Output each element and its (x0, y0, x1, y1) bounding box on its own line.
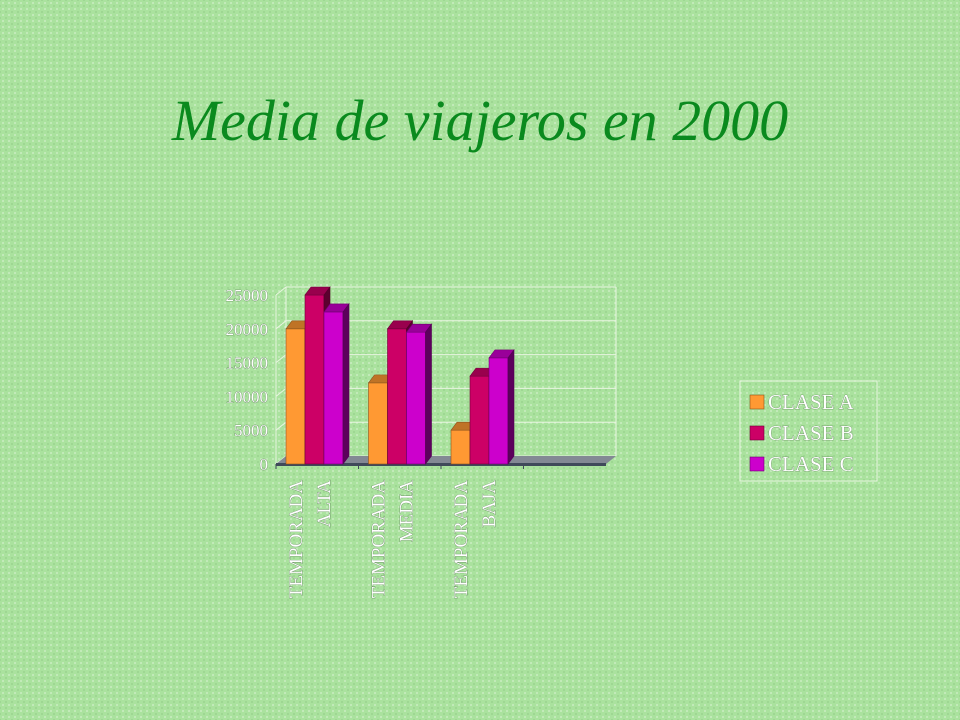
bar-side (342, 302, 350, 465)
x-category-label: TEMPORADA (451, 480, 472, 599)
bar-front (406, 331, 426, 465)
y-tick-label: 5000 (234, 421, 268, 440)
chart-bars (285, 286, 515, 465)
y-tick-label: 25000 (226, 286, 269, 305)
gridline-depth (275, 354, 287, 363)
bar-front (304, 294, 325, 465)
y-tick-label: 15000 (226, 354, 269, 373)
slide-title: Media de viajeros en 2000 (171, 88, 789, 153)
x-category-label: TEMPORADA (369, 480, 390, 599)
legend-item: CLASE C (749, 452, 854, 476)
bar-front (285, 328, 306, 465)
y-tick-label: 0 (260, 455, 269, 474)
gridline-depth (275, 388, 287, 397)
y-tick-label: 20000 (226, 320, 269, 339)
x-category-label: MEDIA (397, 480, 418, 543)
y-axis-tick-labels: 0 5000 10000 15000 20000 25000 (225, 286, 269, 475)
x-category-label: TEMPORADA (286, 480, 307, 599)
gridline-depth (275, 421, 287, 431)
legend-swatch (749, 425, 765, 441)
bar-side (507, 348, 515, 465)
gridline-depth (275, 320, 287, 330)
legend-box (739, 380, 878, 482)
floor-top (276, 456, 616, 464)
bar-front (323, 311, 344, 465)
legend-item: CLASE A (749, 390, 855, 414)
x-category-label: BAJA (479, 480, 500, 528)
x-category-label: ALTA (314, 480, 335, 528)
legend-label: CLASE C (768, 452, 854, 476)
gridline-depth (275, 286, 287, 296)
legend-label: CLASE B (768, 421, 854, 445)
bar-front (387, 328, 407, 465)
legend-swatch (749, 394, 765, 410)
chart-legend: CLASE A CLASE B CLASE C (739, 380, 878, 482)
bar (488, 348, 515, 465)
y-tick-label: 10000 (226, 387, 269, 406)
bar-side (425, 323, 432, 465)
legend-swatch (749, 456, 765, 472)
legend-label: CLASE A (768, 390, 855, 414)
x-axis-category-labels: TEMPORADA ALTA TEMPORADA MEDIA TEMPORADA BAJA (286, 479, 501, 599)
bar (323, 302, 350, 465)
bar-front (469, 375, 490, 465)
bar (405, 323, 433, 465)
bar-front (488, 357, 509, 465)
chart-floor (275, 456, 616, 469)
bar-front (450, 429, 471, 465)
legend-item: CLASE B (749, 421, 854, 445)
bar-front (368, 382, 388, 465)
